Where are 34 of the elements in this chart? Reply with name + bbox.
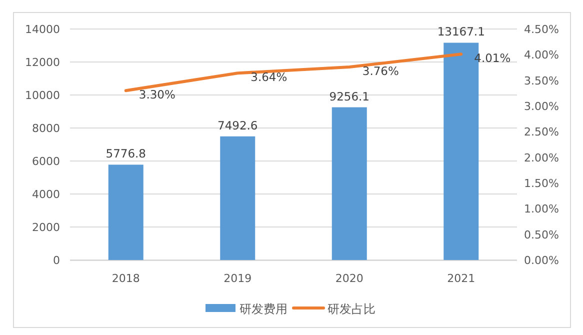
y2-tick-label: 2.50% [524,126,559,139]
x-tick-label: 2021 [447,272,476,285]
data-label: 3.76% [362,64,399,78]
y-tick-label: 0 [53,254,60,267]
bar [332,107,367,260]
y-tick-label: 4000 [32,188,60,201]
y2-tick-label: 2.00% [524,151,559,164]
x-tick-label: 2019 [224,272,252,285]
data-label: 9256.1 [329,89,370,104]
y2-tick-label: 0.00% [524,254,559,267]
y2-tick-label: 4.50% [524,23,559,36]
y2-tick-label: 3.50% [524,74,559,88]
y-tick-label: 6000 [32,155,60,168]
legend-label: 研发占比 [328,302,376,316]
legend-label: 研发费用 [240,302,288,316]
y-tick-label: 8000 [32,122,60,135]
y2-tick-label: 1.50% [524,177,559,190]
data-label: 3.30% [138,88,176,102]
data-label: 13167.1 [437,24,485,39]
x-tick-label: 2018 [112,272,140,285]
data-label: 3.64% [250,70,288,84]
y2-tick-label: 1.00% [524,202,559,216]
data-label: 7492.6 [218,118,258,132]
y-tick-label: 14000 [25,23,60,36]
y2-tick-label: 3.00% [524,100,559,113]
data-label: 5776.8 [106,146,146,161]
y-tick-label: 2000 [32,221,60,234]
y2-tick-label: 0.50% [524,228,559,242]
y-tick-label: 10000 [25,89,60,102]
y-tick-label: 12000 [25,56,60,69]
y2-tick-label: 4.00% [524,48,559,62]
x-tick-label: 2020 [335,272,364,285]
bar [108,164,144,260]
bar [220,136,256,260]
